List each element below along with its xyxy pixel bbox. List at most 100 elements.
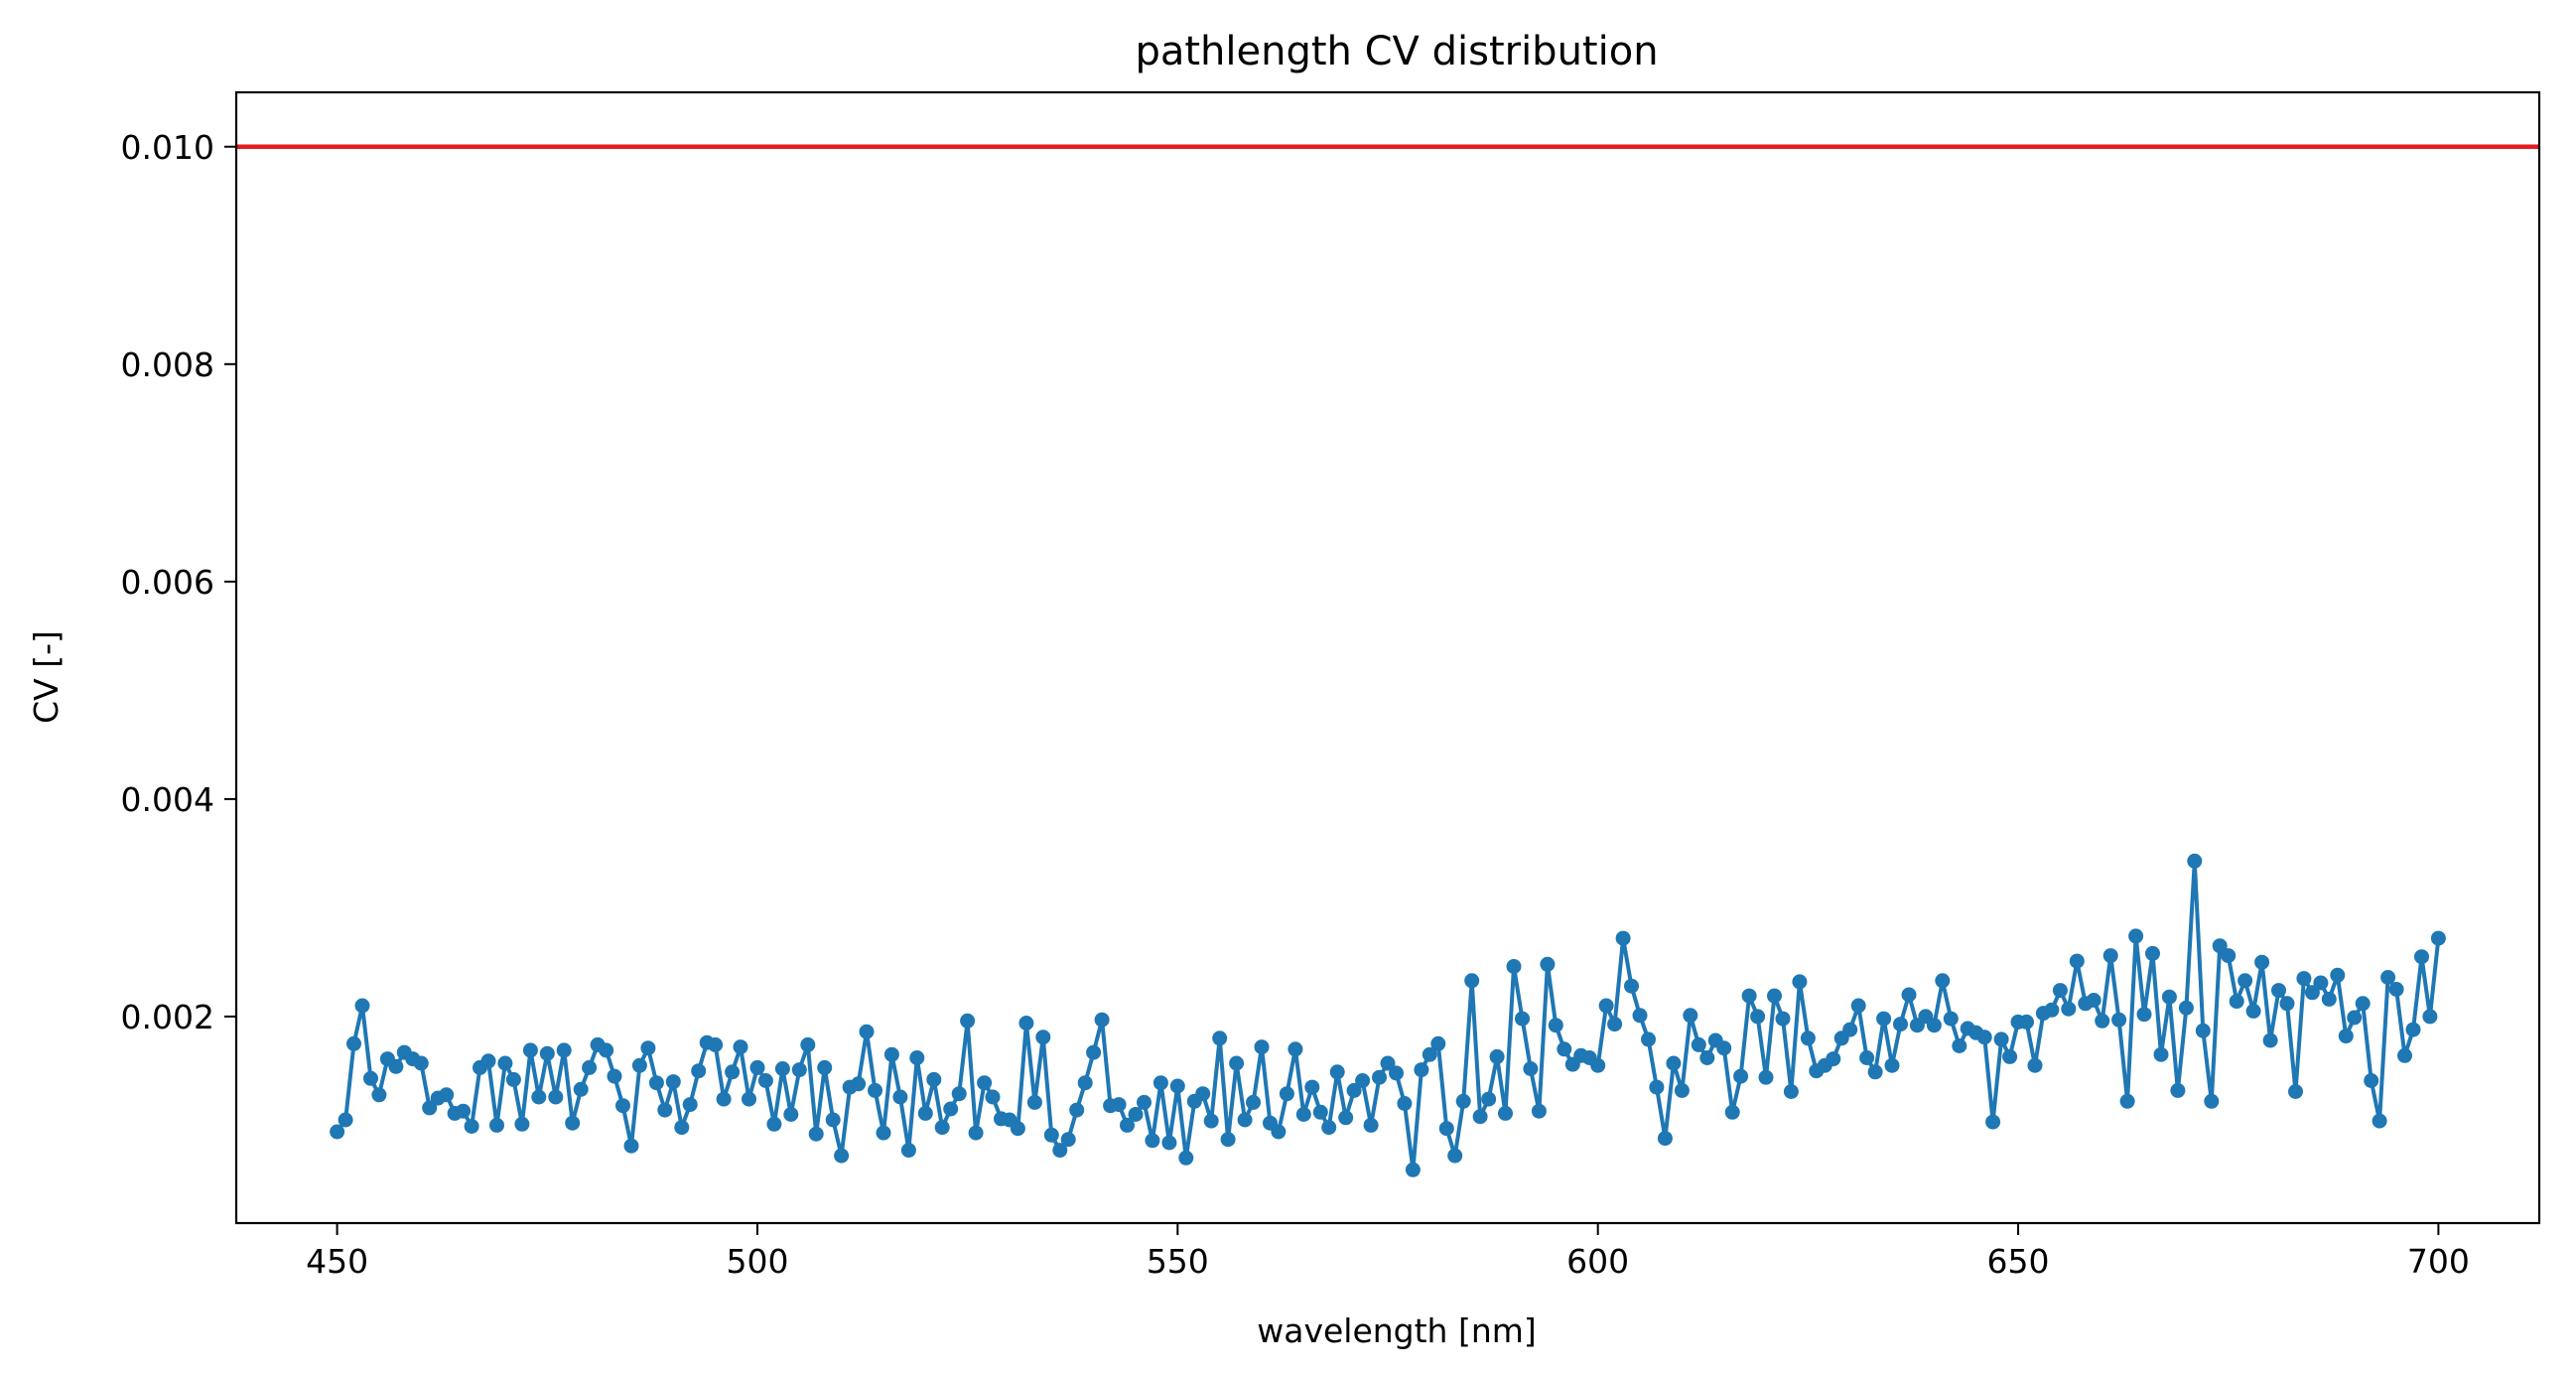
data-point	[522, 1042, 538, 1058]
data-point	[354, 998, 370, 1014]
data-point	[363, 1070, 378, 1086]
data-point	[968, 1125, 984, 1141]
data-point	[682, 1097, 698, 1113]
data-point	[791, 1062, 807, 1078]
data-point	[1043, 1127, 1059, 1143]
data-point	[783, 1107, 799, 1122]
data-point	[1312, 1104, 1328, 1120]
data-point	[774, 1061, 790, 1076]
data-point	[1464, 973, 1480, 989]
data-point	[1380, 1055, 1396, 1071]
data-point	[1724, 1104, 1740, 1120]
data-point	[480, 1053, 496, 1069]
data-point	[2414, 949, 2429, 965]
data-point	[2296, 971, 2312, 987]
data-point	[505, 1071, 521, 1087]
data-point	[582, 1059, 598, 1075]
data-point	[1195, 1086, 1211, 1102]
data-point	[1246, 1094, 1261, 1110]
data-point	[1329, 1064, 1345, 1080]
data-point	[1615, 930, 1631, 946]
data-point	[2119, 1093, 2135, 1109]
data-point	[825, 1112, 841, 1128]
data-point	[1699, 1050, 1715, 1065]
data-point	[2237, 973, 2253, 989]
data-point	[1775, 1011, 1791, 1027]
data-point	[1422, 1046, 1437, 1062]
x-tick-label: 700	[2407, 1242, 2470, 1281]
data-point	[1926, 1018, 1942, 1033]
data-point	[371, 1087, 387, 1103]
data-point	[2304, 985, 2320, 1001]
data-point	[883, 1046, 899, 1062]
data-point	[1489, 1048, 1505, 1064]
data-point	[2111, 1012, 2127, 1028]
data-point	[1472, 1109, 1488, 1125]
data-point	[1178, 1150, 1194, 1166]
data-point	[456, 1103, 472, 1119]
data-point	[665, 1074, 681, 1090]
data-point	[691, 1063, 707, 1079]
data-point	[565, 1115, 581, 1131]
data-point	[708, 1036, 724, 1052]
data-point	[1295, 1107, 1311, 1122]
data-point	[1884, 1057, 1900, 1073]
chart-title: pathlength CV distribution	[1135, 29, 1658, 74]
y-tick-label: 0.002	[121, 998, 214, 1036]
data-point	[1800, 1031, 1816, 1046]
data-point	[1632, 1008, 1648, 1024]
data-point	[725, 1064, 741, 1080]
data-point	[2271, 983, 2286, 999]
data-point	[2330, 967, 2346, 983]
data-point	[1498, 1105, 1513, 1121]
data-point	[1137, 1094, 1152, 1110]
data-point	[2187, 853, 2203, 869]
data-point	[1792, 974, 1808, 990]
data-point	[1279, 1086, 1294, 1102]
data-point	[1321, 1120, 1337, 1136]
data-point	[834, 1148, 850, 1164]
data-point	[1548, 1018, 1563, 1033]
data-point	[1060, 1132, 1076, 1148]
data-point	[346, 1035, 361, 1051]
data-point	[2086, 993, 2101, 1008]
data-point	[2002, 1048, 2018, 1064]
data-point	[2052, 983, 2068, 999]
data-point	[531, 1089, 547, 1105]
axes-frame	[234, 90, 2541, 1225]
data-point	[1355, 1073, 1371, 1088]
data-point	[514, 1116, 530, 1132]
data-point	[851, 1076, 867, 1092]
data-point	[573, 1081, 589, 1097]
data-point	[439, 1087, 455, 1103]
data-point	[1069, 1102, 1085, 1118]
data-point	[1405, 1162, 1421, 1177]
data-point	[1077, 1075, 1093, 1091]
data-point	[674, 1120, 690, 1136]
data-point	[1086, 1044, 1102, 1060]
data-point	[1455, 1093, 1471, 1109]
data-point	[657, 1102, 673, 1118]
data-point	[2019, 1014, 2034, 1030]
x-tick-label: 600	[1566, 1242, 1629, 1281]
data-point	[2262, 1032, 2278, 1048]
data-point	[1976, 1030, 1992, 1045]
data-point	[1674, 1082, 1690, 1098]
data-point	[1026, 1094, 1042, 1110]
data-point	[2145, 945, 2160, 961]
data-point	[1733, 1068, 1749, 1084]
data-point	[808, 1126, 824, 1142]
data-point	[1826, 1051, 1841, 1067]
data-point	[2338, 1029, 2354, 1044]
data-point	[1666, 1055, 1682, 1071]
data-point	[548, 1089, 564, 1105]
data-point	[2397, 1047, 2412, 1063]
data-point	[1372, 1069, 1387, 1085]
data-point	[2161, 989, 2177, 1005]
data-point	[2430, 930, 2446, 946]
data-point	[1229, 1055, 1245, 1071]
data-point	[2372, 1113, 2387, 1129]
data-point	[2288, 1084, 2303, 1099]
